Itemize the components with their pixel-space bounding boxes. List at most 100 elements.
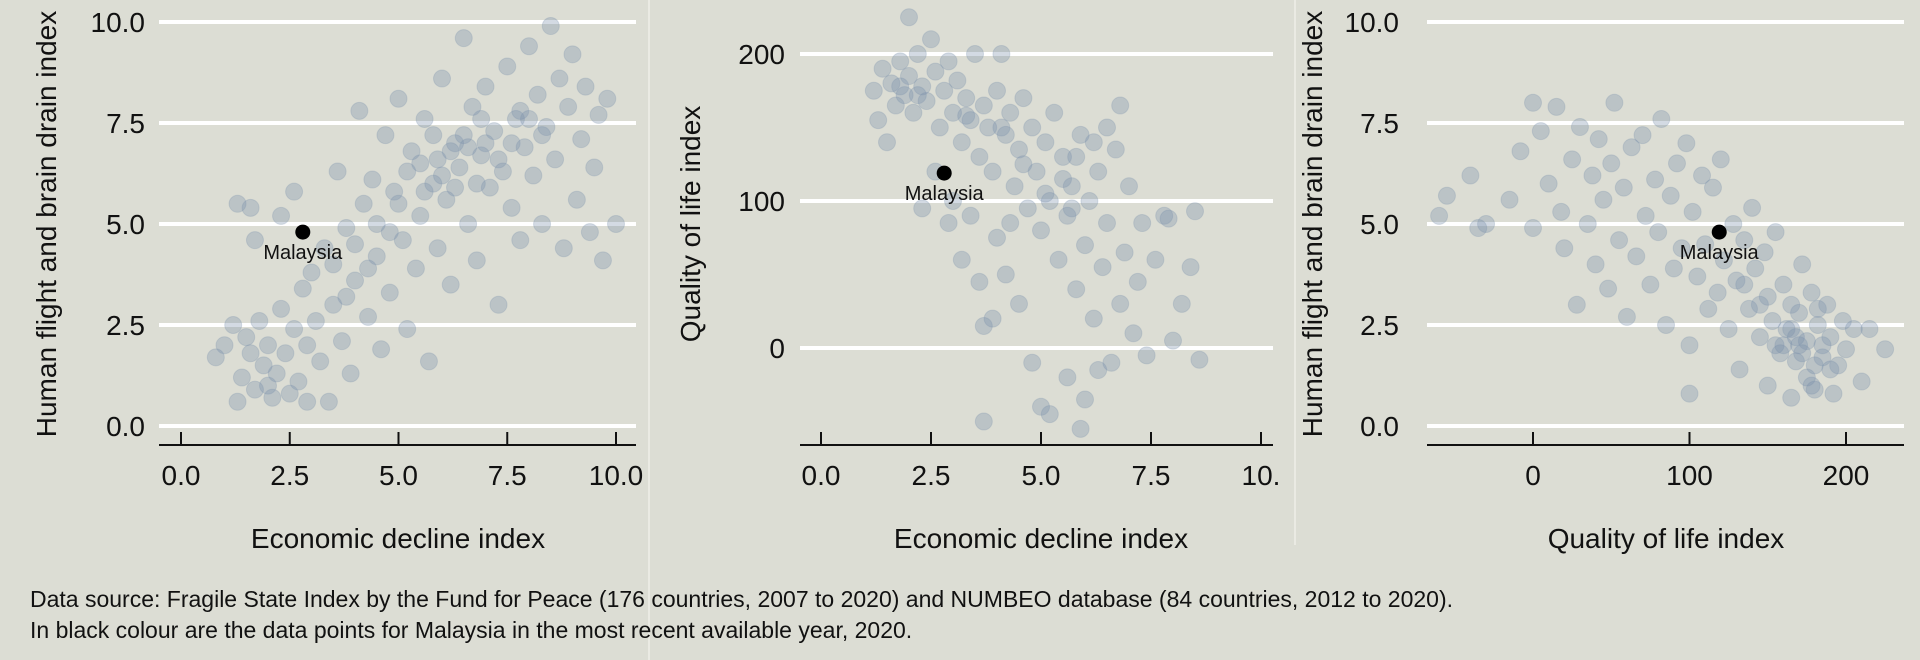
data-point: [900, 8, 918, 27]
data-point: [891, 52, 910, 71]
data-point: [1563, 150, 1582, 169]
data-point: [393, 231, 412, 250]
data-point: [974, 316, 993, 335]
data-point: [328, 162, 347, 181]
data-point: [324, 255, 343, 274]
data-point: [459, 215, 478, 233]
data-point: [311, 352, 330, 371]
y-tick-label: 100: [738, 186, 785, 217]
data-point: [467, 174, 486, 193]
highlight-point: [1711, 224, 1727, 240]
data-point: [1128, 272, 1147, 291]
data-point: [511, 231, 530, 250]
data-point: [589, 105, 608, 124]
data-point: [1120, 177, 1138, 196]
data-point: [869, 111, 888, 130]
data-point: [607, 215, 625, 233]
data-point: [1876, 340, 1895, 359]
data-point: [1699, 299, 1718, 318]
data-point: [446, 178, 465, 197]
data-point: [1688, 267, 1707, 286]
data-point: [1062, 199, 1081, 218]
data-point: [1636, 206, 1655, 225]
data-point: [974, 412, 993, 431]
data-point: [988, 228, 1006, 247]
data-point: [437, 190, 456, 209]
data-point: [398, 162, 417, 181]
data-point: [446, 134, 465, 153]
data-point: [476, 134, 495, 153]
data-point: [1430, 206, 1449, 225]
data-point: [882, 74, 901, 93]
data-point: [1680, 384, 1699, 403]
data-point: [970, 272, 989, 291]
caption-line-2: In black colour are the data points for …: [30, 617, 912, 643]
data-point: [232, 368, 251, 387]
data-point: [359, 259, 378, 278]
data-point: [389, 89, 408, 108]
data-point: [1578, 215, 1597, 233]
data-point: [1813, 348, 1832, 367]
data-point: [259, 336, 277, 355]
x-tick-label: 0: [1525, 460, 1541, 491]
data-point: [1646, 170, 1665, 189]
data-point: [472, 146, 491, 165]
data-point: [1750, 328, 1769, 347]
data-point: [598, 89, 617, 108]
data-point: [1633, 126, 1652, 145]
data-point: [411, 206, 430, 225]
data-point: [908, 45, 927, 63]
data-point: [1735, 231, 1754, 250]
data-point: [502, 134, 521, 153]
data-point: [996, 265, 1015, 284]
data-point: [1661, 186, 1680, 205]
data-point: [245, 380, 264, 399]
data-point: [878, 133, 896, 152]
data-point: [337, 287, 356, 306]
data-point: [904, 103, 923, 122]
data-point: [891, 77, 910, 96]
data-point: [454, 126, 473, 145]
data-point: [376, 126, 395, 145]
data-point: [1649, 223, 1668, 242]
data-point: [1511, 142, 1530, 161]
data-point: [1111, 96, 1130, 115]
data-point: [511, 101, 530, 120]
data-point: [224, 316, 243, 334]
data-point: [970, 147, 989, 166]
data-point: [332, 332, 351, 351]
y-tick-label: 5.0: [1360, 209, 1399, 240]
data-point: [974, 96, 993, 115]
data-point: [1172, 294, 1191, 313]
data-point: [515, 138, 534, 157]
data-point: [1547, 97, 1566, 116]
data-point: [585, 158, 604, 177]
data-point: [319, 392, 338, 411]
data-point: [237, 328, 256, 347]
data-point: [1805, 356, 1824, 375]
data-point: [1683, 202, 1702, 221]
data-point: [1805, 380, 1824, 399]
data-point: [1032, 397, 1050, 416]
data-point: [1802, 376, 1821, 395]
data-point: [992, 118, 1011, 137]
data-point: [957, 89, 976, 108]
data-point: [1808, 316, 1827, 334]
data-point: [1018, 199, 1037, 218]
data-point: [1133, 214, 1152, 233]
data-point: [961, 111, 980, 130]
data-point: [1708, 283, 1727, 302]
highlight-point: [936, 165, 952, 181]
data-point: [480, 178, 499, 197]
data-point: [1080, 192, 1099, 210]
y-tick-label: 2.5: [1360, 310, 1399, 341]
data-point: [259, 376, 277, 395]
data-point: [415, 182, 434, 201]
data-point: [1860, 320, 1879, 339]
data-point: [1001, 214, 1020, 233]
data-point: [1001, 103, 1020, 122]
data-point: [1793, 344, 1812, 363]
data-point: [398, 320, 417, 339]
data-point: [285, 320, 304, 339]
data-point: [285, 182, 304, 201]
